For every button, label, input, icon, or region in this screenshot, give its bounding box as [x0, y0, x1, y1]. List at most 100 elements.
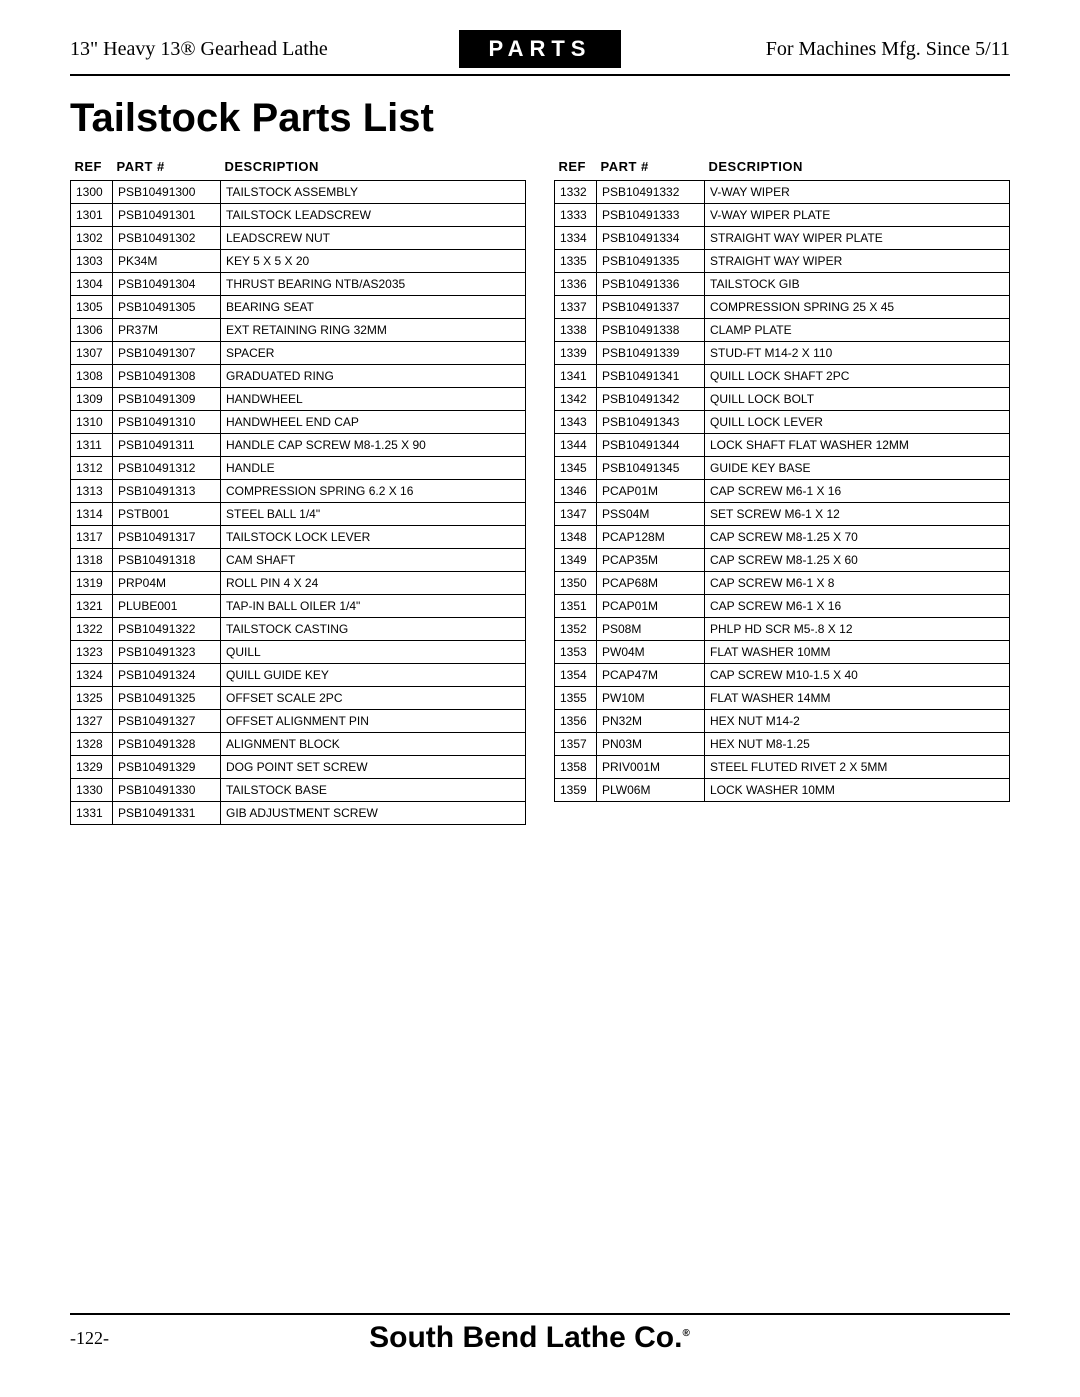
cell-desc: LOCK WASHER 10MM [705, 779, 1010, 802]
cell-part: PSB10491331 [113, 802, 221, 825]
table-row: 1343PSB10491343QUILL LOCK LEVER [555, 411, 1010, 434]
table-row: 1314PSTB001STEEL BALL 1/4" [71, 503, 526, 526]
cell-ref: 1308 [71, 365, 113, 388]
table-row: 1357PN03MHEX NUT M8-1.25 [555, 733, 1010, 756]
table-row: 1334PSB10491334STRAIGHT WAY WIPER PLATE [555, 227, 1010, 250]
cell-ref: 1312 [71, 457, 113, 480]
page-title: Tailstock Parts List [70, 96, 1010, 141]
cell-ref: 1322 [71, 618, 113, 641]
cell-part: PSB10491305 [113, 296, 221, 319]
cell-part: PSB10491302 [113, 227, 221, 250]
cell-desc: FLAT WASHER 14MM [705, 687, 1010, 710]
cell-part: PSB10491301 [113, 204, 221, 227]
cell-desc: HEX NUT M8-1.25 [705, 733, 1010, 756]
cell-ref: 1319 [71, 572, 113, 595]
cell-desc: STEEL FLUTED RIVET 2 X 5MM [705, 756, 1010, 779]
table-row: 1335PSB10491335STRAIGHT WAY WIPER [555, 250, 1010, 273]
cell-part: PSB10491300 [113, 181, 221, 204]
cell-part: PSB10491318 [113, 549, 221, 572]
cell-desc: STUD-FT M14-2 X 110 [705, 342, 1010, 365]
cell-ref: 1314 [71, 503, 113, 526]
cell-desc: SET SCREW M6-1 X 12 [705, 503, 1010, 526]
table-row: 1337PSB10491337COMPRESSION SPRING 25 X 4… [555, 296, 1010, 319]
table-row: 1353PW04MFLAT WASHER 10MM [555, 641, 1010, 664]
cell-ref: 1338 [555, 319, 597, 342]
page-footer: -122- South Bend Lathe Co.® [70, 1313, 1010, 1355]
cell-desc: STRAIGHT WAY WIPER PLATE [705, 227, 1010, 250]
cell-part: PSB10491335 [597, 250, 705, 273]
cell-ref: 1343 [555, 411, 597, 434]
cell-part: PSB10491304 [113, 273, 221, 296]
cell-ref: 1359 [555, 779, 597, 802]
cell-ref: 1344 [555, 434, 597, 457]
cell-part: PSB10491327 [113, 710, 221, 733]
table-row: 1301PSB10491301TAILSTOCK LEADSCREW [71, 204, 526, 227]
cell-ref: 1354 [555, 664, 597, 687]
table-row: 1354PCAP47MCAP SCREW M10-1.5 X 40 [555, 664, 1010, 687]
cell-desc: DOG POINT SET SCREW [221, 756, 526, 779]
registered-icon: ® [682, 1328, 689, 1339]
parts-table-right: REF PART # DESCRIPTION 1332PSB10491332V-… [554, 155, 1010, 802]
cell-ref: 1332 [555, 181, 597, 204]
table-row: 1300PSB10491300TAILSTOCK ASSEMBLY [71, 181, 526, 204]
cell-part: PSB10491344 [597, 434, 705, 457]
cell-part: PSB10491325 [113, 687, 221, 710]
cell-ref: 1352 [555, 618, 597, 641]
table-row: 1342PSB10491342QUILL LOCK BOLT [555, 388, 1010, 411]
cell-desc: TAILSTOCK BASE [221, 779, 526, 802]
cell-desc: CAM SHAFT [221, 549, 526, 572]
table-row: 1356PN32MHEX NUT M14-2 [555, 710, 1010, 733]
cell-ref: 1336 [555, 273, 597, 296]
cell-part: PCAP01M [597, 480, 705, 503]
table-row: 1327PSB10491327OFFSET ALIGNMENT PIN [71, 710, 526, 733]
cell-ref: 1321 [71, 595, 113, 618]
cell-desc: V-WAY WIPER PLATE [705, 204, 1010, 227]
cell-desc: GIB ADJUSTMENT SCREW [221, 802, 526, 825]
table-row: 1358PRIV001MSTEEL FLUTED RIVET 2 X 5MM [555, 756, 1010, 779]
table-row: 1338PSB10491338CLAMP PLATE [555, 319, 1010, 342]
table-row: 1330PSB10491330TAILSTOCK BASE [71, 779, 526, 802]
cell-part: PS08M [597, 618, 705, 641]
page-header: 13" Heavy 13® Gearhead Lathe PARTS For M… [70, 30, 1010, 76]
cell-desc: HANDLE [221, 457, 526, 480]
cell-desc: CAP SCREW M6-1 X 16 [705, 480, 1010, 503]
cell-part: PCAP128M [597, 526, 705, 549]
cell-part: PSB10491309 [113, 388, 221, 411]
cell-desc: TAILSTOCK GIB [705, 273, 1010, 296]
table-row: 1318PSB10491318CAM SHAFT [71, 549, 526, 572]
cell-ref: 1339 [555, 342, 597, 365]
table-row: 1339PSB10491339STUD-FT M14-2 X 110 [555, 342, 1010, 365]
table-row: 1317PSB10491317TAILSTOCK LOCK LEVER [71, 526, 526, 549]
table-row: 1322PSB10491322TAILSTOCK CASTING [71, 618, 526, 641]
cell-ref: 1355 [555, 687, 597, 710]
table-header-row: REF PART # DESCRIPTION [71, 155, 526, 181]
table-row: 1344PSB10491344LOCK SHAFT FLAT WASHER 12… [555, 434, 1010, 457]
cell-desc: HANDLE CAP SCREW M8-1.25 X 90 [221, 434, 526, 457]
cell-part: PSB10491328 [113, 733, 221, 756]
cell-part: PSB10491338 [597, 319, 705, 342]
cell-ref: 1305 [71, 296, 113, 319]
cell-part: PRIV001M [597, 756, 705, 779]
cell-desc: HANDWHEEL [221, 388, 526, 411]
cell-part: PSB10491339 [597, 342, 705, 365]
cell-desc: BEARING SEAT [221, 296, 526, 319]
cell-desc: COMPRESSION SPRING 25 X 45 [705, 296, 1010, 319]
table-row: 1332PSB10491332V-WAY WIPER [555, 181, 1010, 204]
cell-desc: TAILSTOCK ASSEMBLY [221, 181, 526, 204]
cell-ref: 1303 [71, 250, 113, 273]
cell-ref: 1350 [555, 572, 597, 595]
company-name: South Bend Lathe Co.® [109, 1321, 950, 1355]
cell-desc: QUILL LOCK SHAFT 2PC [705, 365, 1010, 388]
cell-desc: CAP SCREW M8-1.25 X 70 [705, 526, 1010, 549]
cell-ref: 1347 [555, 503, 597, 526]
cell-part: PLW06M [597, 779, 705, 802]
cell-desc: COMPRESSION SPRING 6.2 X 16 [221, 480, 526, 503]
cell-part: PSB10491337 [597, 296, 705, 319]
company-text: South Bend Lathe Co. [369, 1321, 682, 1354]
cell-desc: CAP SCREW M6-1 X 16 [705, 595, 1010, 618]
table-row: 1303PK34MKEY 5 X 5 X 20 [71, 250, 526, 273]
table-row: 1307PSB10491307SPACER [71, 342, 526, 365]
cell-part: PSB10491308 [113, 365, 221, 388]
table-row: 1312PSB10491312HANDLE [71, 457, 526, 480]
cell-ref: 1357 [555, 733, 597, 756]
